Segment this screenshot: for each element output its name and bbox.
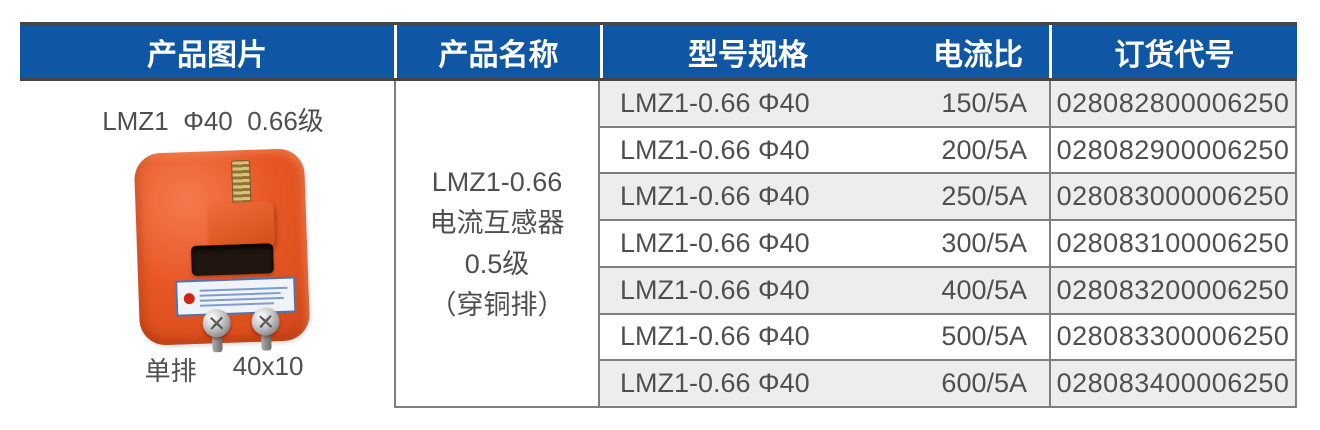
product-image-title: LMZ1 Φ40 0.66级 — [102, 106, 324, 136]
product-image-cell: LMZ1 Φ40 0.66级 — [20, 81, 394, 408]
order-code: 028083200006250 — [1049, 267, 1295, 313]
busbar-size-label: 40x10 — [232, 351, 304, 381]
table-row: LMZ1-0.66 Φ40 300/5A 028083100006250 — [600, 221, 1295, 268]
order-code: 028083100006250 — [1049, 221, 1295, 266]
header-product-name: 产品名称 — [394, 25, 600, 78]
table-row: LMZ1-0.66 Φ40 150/5A 028082800006250 — [600, 81, 1295, 128]
product-name-line: 0.5级 — [464, 248, 530, 279]
spec-rows: LMZ1-0.66 Φ40 150/5A 028082800006250 LMZ… — [600, 81, 1297, 408]
model-spec: LMZ1-0.66 Φ40 — [620, 87, 810, 118]
model-and-ratio-cell: LMZ1-0.66 Φ40 150/5A — [600, 81, 1049, 126]
product-name-line: 电流互感器 — [429, 207, 565, 238]
product-table: 产品图片 产品名称 型号规格 电流比 订货代号 LMZ1 Φ40 0.66级 — [20, 22, 1297, 408]
nameplate-text-lines — [199, 286, 288, 307]
current-ratio: 300/5A — [941, 228, 1027, 259]
product-name-cell: LMZ1-0.66 电流互感器 0.5级 （穿铜排） — [394, 81, 600, 408]
model-and-ratio-cell: LMZ1-0.66 Φ40 600/5A — [600, 361, 1049, 406]
current-ratio: 250/5A — [941, 181, 1027, 212]
table-row: LMZ1-0.66 Φ40 250/5A 028083000006250 — [600, 174, 1295, 222]
table-body: LMZ1 Φ40 0.66级 — [20, 81, 1297, 408]
order-code: 028083400006250 — [1049, 361, 1295, 407]
model-and-ratio-cell: LMZ1-0.66 Φ40 500/5A — [600, 315, 1049, 360]
current-ratio: 150/5A — [941, 87, 1027, 118]
table-row: LMZ1-0.66 Φ40 500/5A 028083300006250 — [600, 314, 1295, 362]
model-spec: LMZ1-0.66 Φ40 — [620, 181, 810, 212]
product-name-line: LMZ1-0.66 — [431, 166, 563, 197]
table-row: LMZ1-0.66 Φ40 200/5A 028082900006250 — [600, 127, 1295, 175]
screw-shaft-right — [261, 334, 272, 351]
order-code: 028083000006250 — [1049, 174, 1295, 220]
brand-logo-dot-icon — [183, 292, 195, 304]
model-spec: LMZ1-0.66 Φ40 — [620, 228, 810, 259]
header-order-code: 订货代号 — [1049, 25, 1297, 78]
product-name-line: （穿铜排） — [429, 289, 565, 320]
model-spec: LMZ1-0.66 Φ40 — [620, 134, 810, 165]
product-image-subtitle: 单排 40x10 — [20, 351, 394, 388]
screw-shaft-left — [212, 336, 223, 353]
order-code: 028083300006250 — [1049, 314, 1295, 360]
table-row: LMZ1-0.66 Φ40 600/5A 028083400006250 — [600, 361, 1295, 407]
current-ratio: 200/5A — [941, 134, 1027, 165]
terminal-boss — [207, 201, 276, 250]
header-product-image: 产品图片 — [147, 38, 267, 72]
busbar-type-label: 单排 — [144, 356, 197, 386]
model-and-ratio-cell: LMZ1-0.66 Φ40 250/5A — [600, 174, 1049, 219]
order-code: 028082800006250 — [1049, 81, 1295, 126]
header-model-spec: 型号规格 — [688, 38, 808, 72]
busbar-window — [190, 243, 274, 277]
model-and-ratio-cell: LMZ1-0.66 Φ40 400/5A — [600, 268, 1049, 313]
current-ratio: 600/5A — [941, 368, 1027, 399]
current-ratio: 400/5A — [941, 274, 1027, 305]
model-and-ratio-cell: LMZ1-0.66 Φ40 300/5A — [600, 221, 1049, 266]
header-current-ratio: 电流比 — [933, 38, 1023, 72]
table-row: LMZ1-0.66 Φ40 400/5A 028083200006250 — [600, 267, 1295, 315]
model-and-ratio-cell: LMZ1-0.66 Φ40 200/5A — [600, 128, 1049, 173]
current-transformer-photo — [133, 148, 311, 353]
header-model-and-ratio: 型号规格 电流比 — [600, 25, 1049, 78]
model-spec: LMZ1-0.66 Φ40 — [620, 274, 810, 305]
current-ratio: 500/5A — [941, 321, 1027, 352]
model-spec: LMZ1-0.66 Φ40 — [620, 368, 810, 399]
model-spec: LMZ1-0.66 Φ40 — [620, 321, 810, 352]
nameplate-label — [175, 276, 297, 317]
table-header: 产品图片 产品名称 型号规格 电流比 订货代号 — [20, 22, 1297, 81]
order-code: 028082900006250 — [1049, 127, 1295, 173]
